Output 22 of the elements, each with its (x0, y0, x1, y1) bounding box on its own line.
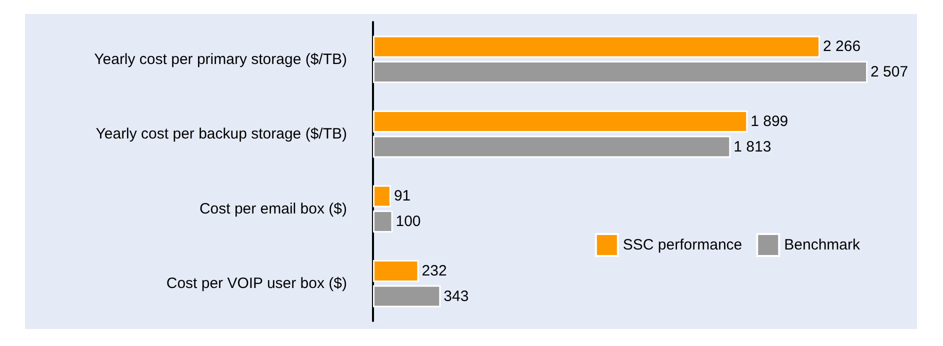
bar (373, 61, 868, 84)
bar (373, 210, 393, 233)
data-label: 2 507 (870, 64, 908, 81)
y-tick-label: Cost per VOIP user box ($) (166, 275, 347, 292)
data-label: 343 (444, 288, 469, 305)
bar (373, 285, 441, 308)
legend-label: Benchmark (784, 236, 860, 254)
data-label: 1 899 (750, 112, 788, 130)
bar (373, 110, 748, 132)
data-label: 100 (396, 213, 421, 230)
data-label: 1 813 (734, 138, 772, 156)
legend-label: SSC performance (622, 236, 742, 254)
bar (373, 185, 391, 208)
bar (373, 260, 419, 282)
data-label: 2 266 (823, 38, 861, 56)
bar (373, 136, 731, 158)
data-label: 91 (394, 188, 411, 205)
y-tick-label: Yearly cost per backup storage ($/TB) (96, 126, 347, 143)
y-tick-label: Cost per email box ($) (199, 200, 347, 218)
bar (373, 36, 820, 58)
y-tick-label: Yearly cost per primary storage ($/TB) (94, 50, 347, 68)
data-label: 232 (422, 262, 447, 280)
